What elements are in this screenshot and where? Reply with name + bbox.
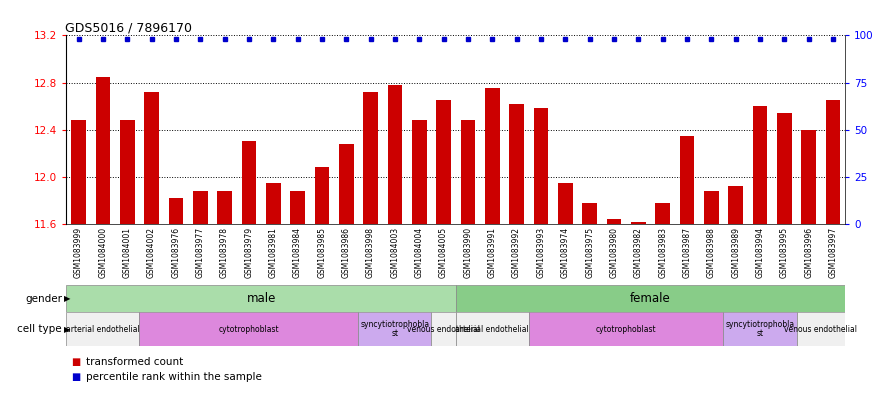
- Bar: [460, 120, 475, 224]
- Bar: [66, 285, 456, 312]
- Bar: [655, 203, 670, 224]
- Bar: [96, 77, 110, 224]
- Bar: [582, 203, 596, 224]
- Text: percentile rank within the sample: percentile rank within the sample: [86, 372, 262, 382]
- Bar: [485, 88, 499, 224]
- Bar: [802, 130, 816, 224]
- Bar: [66, 312, 140, 346]
- Text: GDS5016 / 7896170: GDS5016 / 7896170: [65, 21, 192, 34]
- Bar: [724, 312, 796, 346]
- Bar: [218, 191, 232, 224]
- Bar: [752, 106, 767, 224]
- Bar: [509, 104, 524, 224]
- Text: ▶: ▶: [64, 325, 70, 334]
- Text: cytotrophoblast: cytotrophoblast: [596, 325, 657, 334]
- Bar: [168, 198, 183, 224]
- Text: transformed count: transformed count: [86, 356, 183, 367]
- Bar: [436, 100, 450, 224]
- Bar: [119, 120, 135, 224]
- Text: cell type: cell type: [18, 324, 62, 334]
- Bar: [358, 312, 431, 346]
- Bar: [242, 141, 257, 224]
- Text: venous endothelial: venous endothelial: [784, 325, 858, 334]
- Bar: [193, 191, 207, 224]
- Bar: [728, 186, 743, 224]
- Text: female: female: [630, 292, 671, 305]
- Text: male: male: [246, 292, 276, 305]
- Text: syncytiotrophobla
st: syncytiotrophobla st: [360, 320, 429, 338]
- Text: gender: gender: [25, 294, 62, 304]
- Bar: [412, 120, 427, 224]
- Bar: [144, 92, 159, 224]
- Bar: [290, 191, 304, 224]
- Bar: [529, 312, 724, 346]
- Bar: [558, 183, 573, 224]
- Bar: [388, 85, 402, 224]
- Bar: [826, 100, 841, 224]
- Text: ▶: ▶: [64, 294, 70, 303]
- Bar: [777, 113, 792, 224]
- Text: arterial endothelial: arterial endothelial: [456, 325, 529, 334]
- Text: ■: ■: [71, 372, 80, 382]
- Bar: [266, 183, 281, 224]
- Bar: [140, 312, 358, 346]
- Bar: [339, 144, 353, 224]
- Text: ■: ■: [71, 356, 80, 367]
- Text: syncytiotrophobla
st: syncytiotrophobla st: [726, 320, 795, 338]
- Bar: [456, 285, 845, 312]
- Bar: [796, 312, 845, 346]
- Bar: [456, 312, 528, 346]
- Bar: [607, 219, 621, 224]
- Bar: [72, 120, 86, 224]
- Bar: [363, 92, 378, 224]
- Bar: [315, 167, 329, 224]
- Bar: [680, 136, 695, 224]
- Text: cytotrophoblast: cytotrophoblast: [219, 325, 280, 334]
- Text: arterial endothelial: arterial endothelial: [66, 325, 140, 334]
- Bar: [704, 191, 719, 224]
- Bar: [534, 108, 549, 224]
- Bar: [631, 222, 646, 224]
- Text: venous endothelial: venous endothelial: [407, 325, 480, 334]
- Bar: [431, 312, 456, 346]
